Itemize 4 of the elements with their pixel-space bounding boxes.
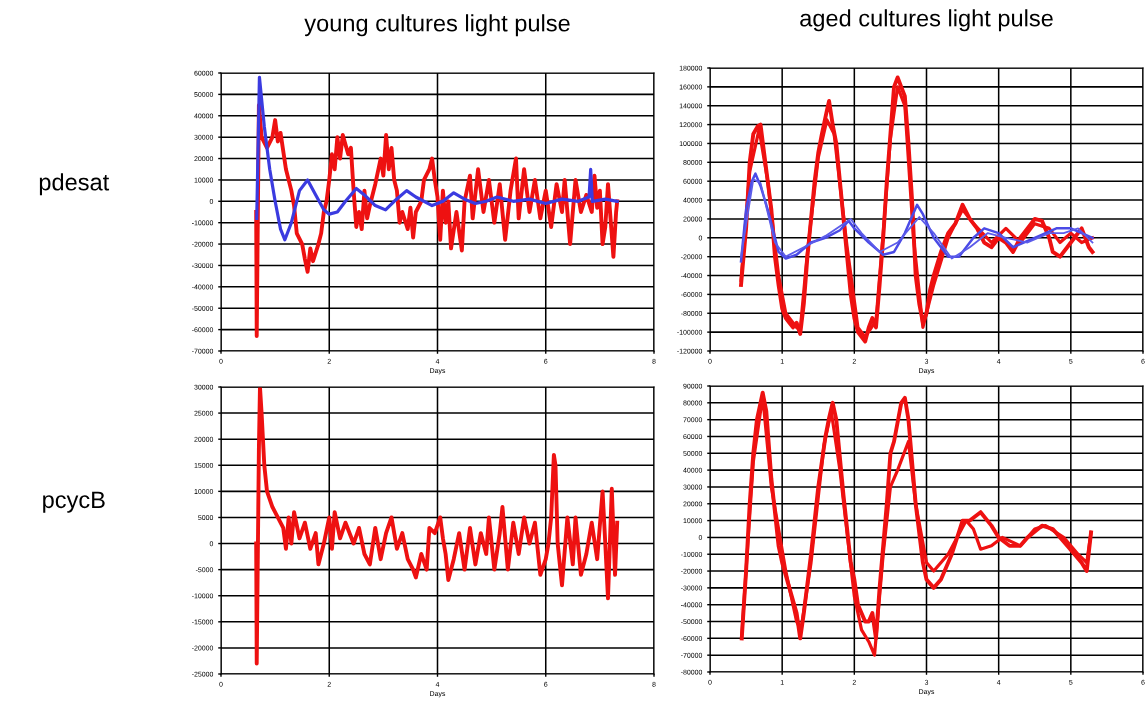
y-axis-title: pcycB [43, 491, 105, 513]
chart-title: young cultures light pulse [304, 14, 570, 37]
chart-title: aged cultures light pulse [800, 9, 1053, 32]
y-axis-title: pdesat [39, 173, 110, 196]
